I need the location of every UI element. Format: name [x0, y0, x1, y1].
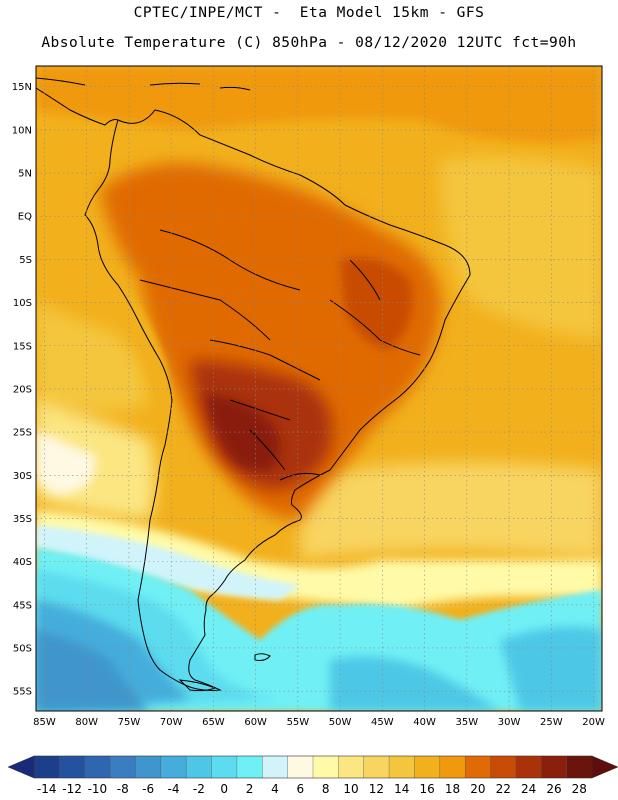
lat-label: 5S [19, 255, 32, 266]
title-line-2: Absolute Temperature (C) 850hPa - 08/12/… [41, 35, 577, 51]
colorbar-label: -12 [62, 782, 82, 796]
colorbar-swatch [135, 756, 162, 778]
lon-label: 25W [540, 717, 563, 728]
colorbar-swatch [414, 756, 441, 778]
lat-label: 50S [13, 643, 32, 654]
coastline [36, 77, 471, 692]
colorbar-swatch [566, 756, 593, 778]
colorbar-label: 28 [572, 782, 587, 796]
lat-label: 15S [13, 341, 32, 352]
lat-label: 30S [13, 471, 32, 482]
title-line-1: CPTEC/INPE/MCT - Eta Model 15km - GFS [133, 5, 485, 21]
colorbar-label: 12 [369, 782, 384, 796]
colorbar: -14 -12 -10 -8 -6 -4 -2 0 2 4 6 8 10 12 14 16 18 20 22 24 26… [7, 755, 618, 796]
map-frame [35, 65, 603, 712]
colorbar-label: -10 [88, 782, 108, 796]
colorbar-label: 0 [220, 782, 228, 796]
colorbar-swatch [59, 756, 86, 778]
lon-label: 65W [202, 717, 225, 728]
colorbar-swatch [84, 756, 111, 778]
lat-label: 10S [13, 298, 32, 309]
lon-label: 60W [244, 717, 267, 728]
colorbar-swatch [236, 756, 263, 778]
colorbar-label: -6 [142, 782, 154, 796]
lon-label: 30W [498, 717, 521, 728]
longitude-labels: 85W 80W 75W 70W 65W 60W 55W 50W 45W 40W 35W 30W 25W 2… [33, 717, 605, 728]
colorbar-label: 26 [546, 782, 561, 796]
colorbar-swatch [389, 756, 415, 778]
lon-label: 70W [160, 717, 183, 728]
colorbar-label: 14 [394, 782, 409, 796]
colorbar-label: -2 [193, 782, 205, 796]
lat-label: EQ [18, 212, 32, 223]
colorbar-low-arrow [7, 755, 35, 779]
lon-label: 80W [75, 717, 98, 728]
lon-label: 40W [413, 717, 436, 728]
colorbar-swatch [465, 756, 491, 778]
lon-label: 75W [118, 717, 141, 728]
lon-label: 20W [582, 717, 605, 728]
colorbar-label: 4 [271, 782, 279, 796]
colorbar-swatch [541, 756, 567, 778]
lon-label: 35W [456, 717, 479, 728]
colorbar-swatch [363, 756, 390, 778]
lat-label: 40S [13, 557, 32, 568]
colorbar-high-arrow [591, 755, 618, 779]
lat-label: 5N [18, 169, 32, 180]
colorbar-swatch [515, 756, 542, 778]
colorbar-label: 8 [322, 782, 330, 796]
lon-label: 85W [33, 717, 56, 728]
colorbar-swatch [211, 756, 238, 778]
colorbar-swatch [34, 756, 60, 778]
colorbar-label: 20 [470, 782, 485, 796]
colorbar-swatch [287, 756, 314, 778]
colorbar-swatch [313, 756, 339, 778]
colorbar-swatch [338, 756, 365, 778]
lon-label: 50W [329, 717, 352, 728]
colorbar-swatch [160, 756, 187, 778]
colorbar-swatch [490, 756, 517, 778]
lat-label: 10N [12, 125, 32, 136]
colorbar-label: 18 [445, 782, 460, 796]
colorbar-label: 2 [246, 782, 254, 796]
lat-label: 20S [13, 384, 32, 395]
colorbar-swatch [439, 756, 466, 778]
lon-label: 45W [371, 717, 394, 728]
colorbar-label: 10 [343, 782, 358, 796]
colorbar-swatch [186, 756, 212, 778]
lat-label: 45S [13, 600, 32, 611]
colorbar-label: -4 [168, 782, 180, 796]
colorbar-frame [33, 755, 593, 779]
lon-label: 55W [287, 717, 310, 728]
lat-label: 15N [12, 82, 32, 93]
colorbar-label: -14 [37, 782, 57, 796]
colorbar-label: 6 [296, 782, 304, 796]
temperature-field [36, 66, 602, 711]
lat-label: 55S [13, 687, 32, 698]
colorbar-label: 22 [496, 782, 511, 796]
colorbar-label: 16 [419, 782, 434, 796]
colorbar-label: 24 [521, 782, 536, 796]
colorbar-swatch [110, 756, 136, 778]
latitude-labels: 15N 10N 5N EQ 5S 10S 15S 20S 25S 30S 35S 40S 45S 50S 5… [12, 82, 32, 697]
colorbar-swatch [262, 756, 288, 778]
lat-label: 25S [13, 428, 32, 439]
colorbar-label: -8 [117, 782, 129, 796]
lat-label: 35S [13, 514, 32, 525]
